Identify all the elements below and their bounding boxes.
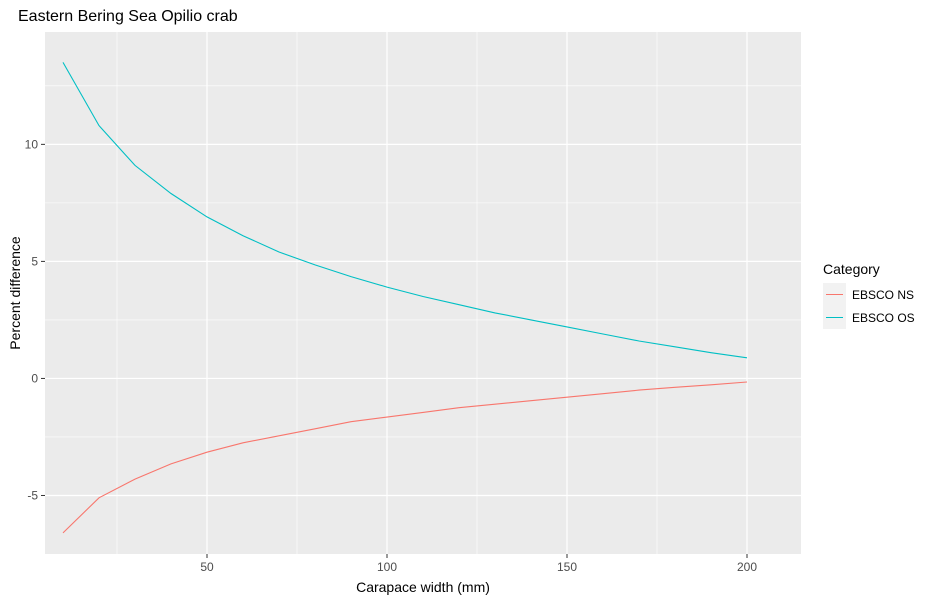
y-tick-label: -5 xyxy=(27,488,38,502)
y-tick-label: 5 xyxy=(31,254,38,268)
plot-panel xyxy=(45,32,801,554)
grid-minor xyxy=(45,32,801,554)
series-lines xyxy=(62,62,748,534)
x-tick-label: 200 xyxy=(737,560,757,574)
x-tick-label: 150 xyxy=(557,560,577,574)
series-line-1 xyxy=(62,381,748,534)
grid-major xyxy=(45,32,801,554)
x-tick-label: 100 xyxy=(377,560,397,574)
legend-label: EBSCO NS xyxy=(852,288,914,302)
chart-title: Eastern Bering Sea Opilio crab xyxy=(18,8,238,25)
legend: Category EBSCO NS EBSCO OS xyxy=(823,261,915,329)
x-tick-label: 50 xyxy=(200,560,214,574)
series-line-2 xyxy=(62,62,748,359)
legend-title: Category xyxy=(823,261,880,277)
y-axis-title: Percent difference xyxy=(7,236,23,350)
x-axis: 50 100 150 200 xyxy=(200,554,757,574)
x-axis-title: Carapace width (mm) xyxy=(356,579,490,595)
y-tick-label: 10 xyxy=(25,137,39,151)
y-tick-label: 0 xyxy=(31,371,38,385)
y-axis: -5 0 5 10 xyxy=(25,137,45,502)
legend-label: EBSCO OS xyxy=(852,311,915,325)
